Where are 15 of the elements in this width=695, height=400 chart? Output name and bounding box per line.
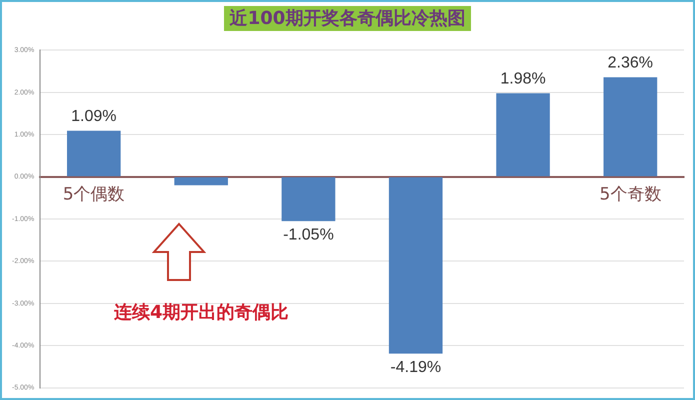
bar	[496, 93, 550, 176]
annotation: 连续4期开出的奇偶比	[114, 301, 289, 324]
x-tick-label: 5个偶数	[62, 184, 125, 204]
bar	[604, 77, 658, 176]
chart-title: 近100期开奖各奇偶比冷热图	[224, 6, 472, 31]
data-label: 1.98%	[500, 70, 546, 88]
data-label: -4.19%	[390, 359, 442, 376]
bar	[67, 130, 121, 176]
data-label: -1.05%	[283, 226, 334, 244]
data-label: 2.36%	[608, 54, 654, 72]
bar	[174, 177, 228, 186]
data-label: 1.09%	[71, 108, 117, 126]
bar	[282, 177, 336, 222]
bar	[388, 177, 443, 354]
x-tick-label: 5个奇数	[599, 184, 662, 204]
